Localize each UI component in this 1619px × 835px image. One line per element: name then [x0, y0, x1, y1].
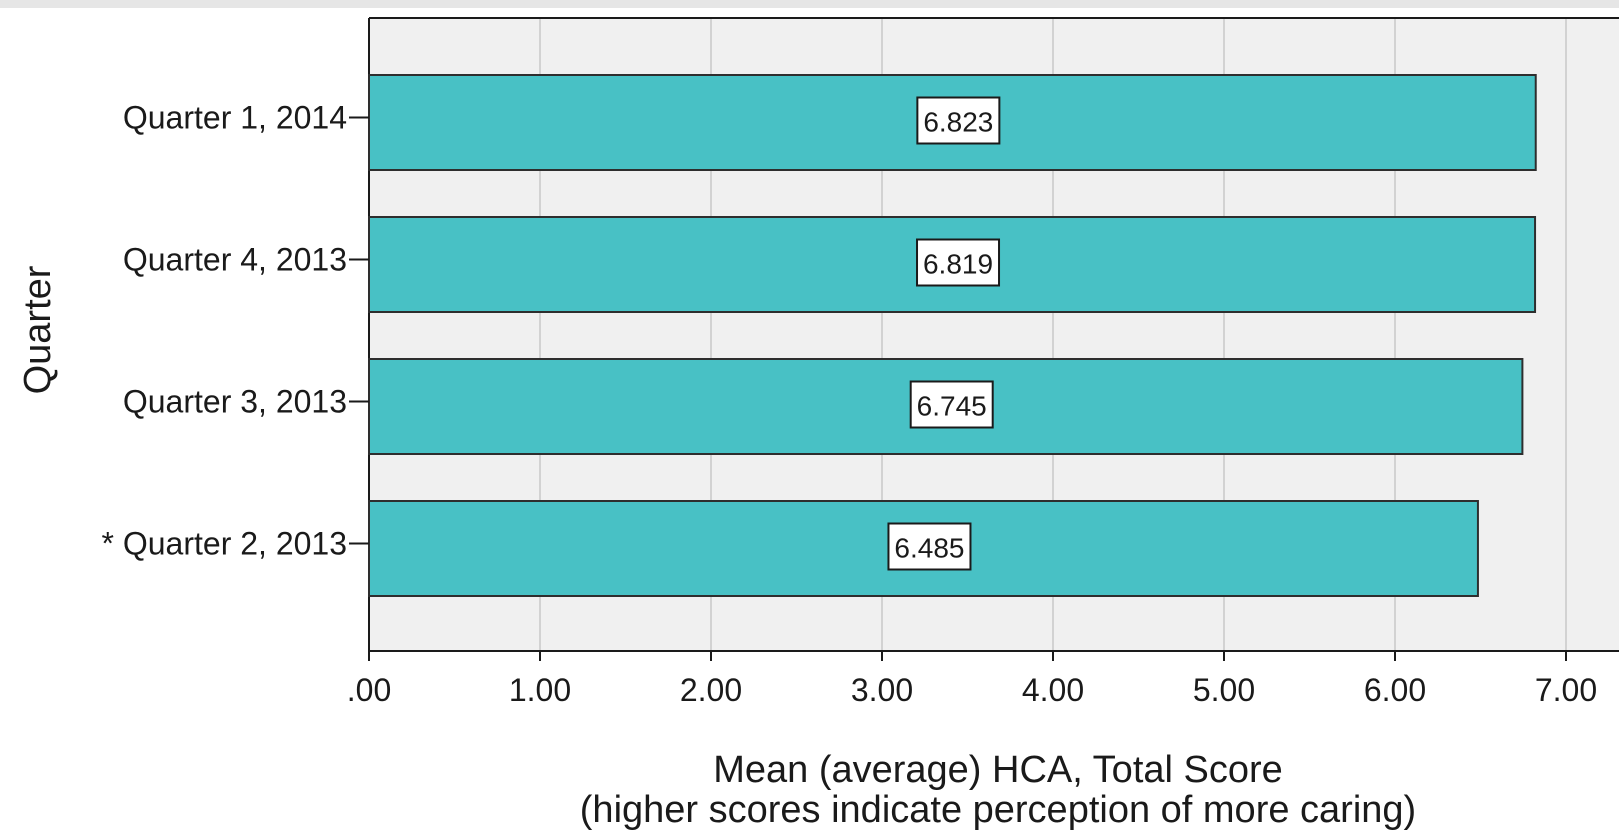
- data-label-box: [909, 380, 994, 429]
- x-tick-label: 7.00: [1535, 672, 1597, 708]
- x-tick-label: 3.00: [851, 672, 913, 708]
- data-label-box: [916, 96, 1001, 145]
- category-label: Quarter 3, 2013: [123, 384, 347, 420]
- data-label: 6.823: [923, 107, 993, 138]
- x-tick-label: 1.00: [509, 672, 571, 708]
- category-label: Quarter 4, 2013: [123, 242, 347, 278]
- x-tick-label: 2.00: [680, 672, 742, 708]
- top-border-strip: [0, 0, 1619, 8]
- x-axis-title-line2: (higher scores indicate perception of mo…: [580, 789, 1416, 830]
- x-axis-title-line1: Mean (average) HCA, Total Score: [713, 749, 1283, 791]
- data-label: 6.745: [917, 391, 987, 422]
- data-label-box: [916, 238, 1001, 287]
- data-label: 6.819: [923, 249, 993, 280]
- chart-labels: .00 1.00 2.00 3.00 4.00 5.00 6.00 7.00 Quarter 1…: [102, 96, 1597, 708]
- bar-marks: [368, 74, 1537, 597]
- x-tick-label: 4.00: [1022, 672, 1084, 708]
- x-tick-label: 6.00: [1364, 672, 1426, 708]
- data-label-box: [887, 522, 972, 571]
- category-label: Quarter 1, 2014: [123, 100, 347, 136]
- x-tick-label: .00: [347, 672, 391, 708]
- y-axis-title: Quarter: [17, 265, 59, 394]
- data-label: 6.485: [894, 533, 964, 564]
- category-label: * Quarter 2, 2013: [102, 526, 347, 562]
- x-tick-label: 5.00: [1193, 672, 1255, 708]
